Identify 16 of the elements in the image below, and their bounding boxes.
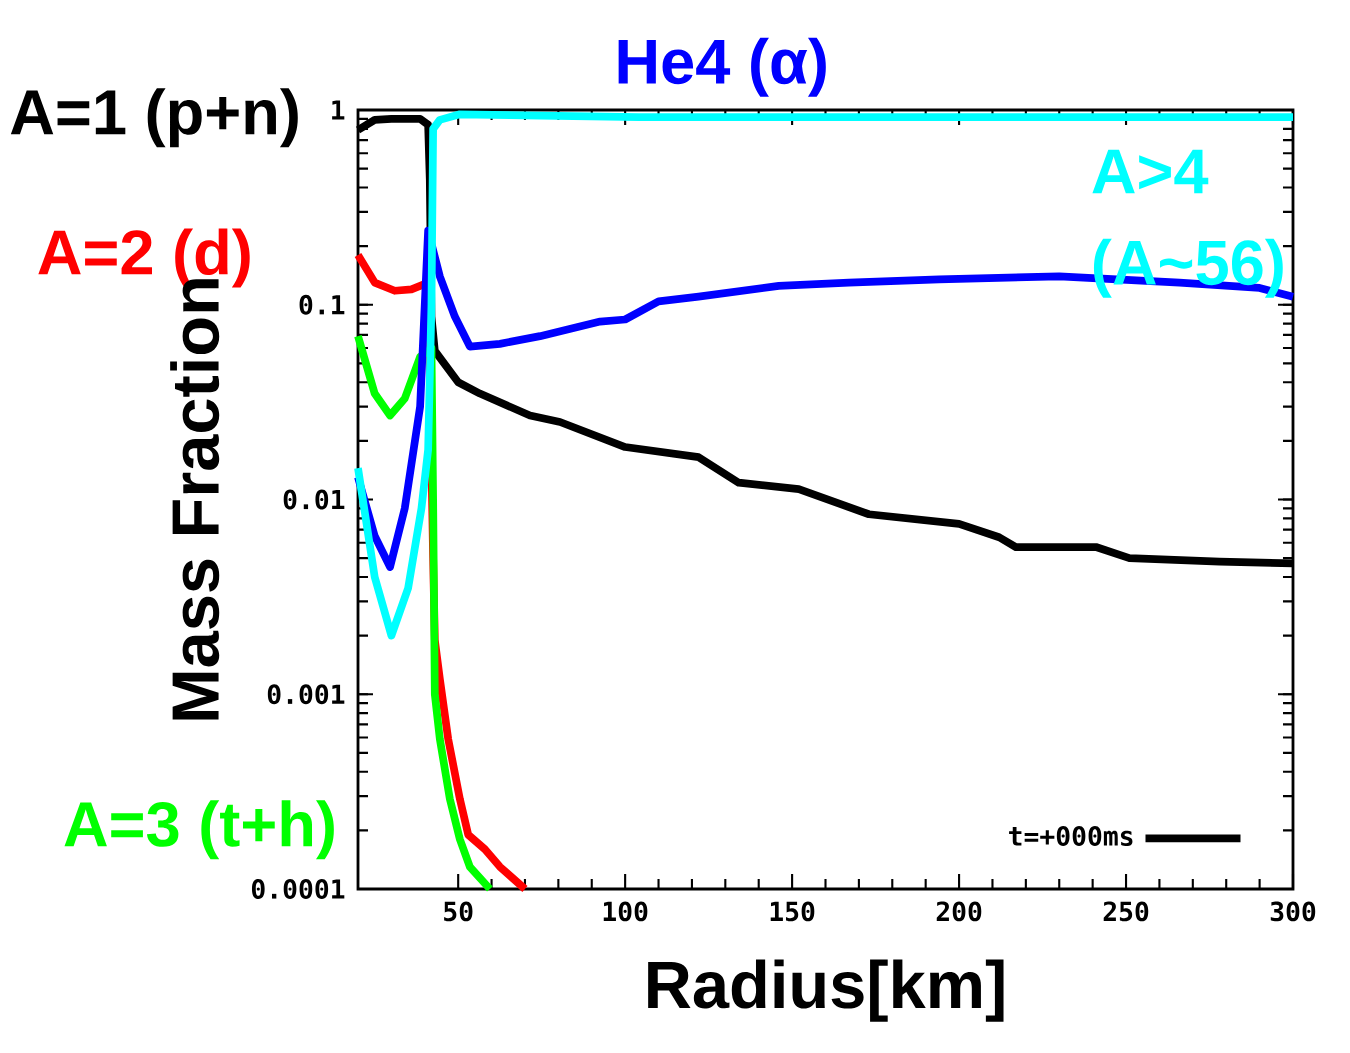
y-tick-label: 0.01 bbox=[283, 489, 345, 510]
text: A=1 (p+n) bbox=[10, 88, 298, 148]
y-tick-label: 1 bbox=[332, 100, 345, 120]
y-tick-label: 0.0001 bbox=[251, 879, 345, 899]
x-tick-label: 300 bbox=[1270, 901, 1316, 922]
x-axis-title: Radius[km] bbox=[648, 959, 1004, 1022]
x-tick-label: 200 bbox=[936, 901, 982, 922]
y-tick-label: 0.001 bbox=[267, 684, 345, 705]
text: He4 (α) bbox=[618, 37, 826, 97]
legend-label: t=+000ms bbox=[1009, 826, 1133, 846]
y-tick-label: 0.1 bbox=[299, 294, 345, 315]
x-tick-label: 50 bbox=[444, 901, 473, 922]
x-tick-label: 100 bbox=[603, 901, 648, 922]
x-tick-label: 150 bbox=[770, 901, 815, 922]
x-tick-label: 250 bbox=[1103, 901, 1149, 922]
text: A=3 (t+h) bbox=[64, 800, 334, 860]
